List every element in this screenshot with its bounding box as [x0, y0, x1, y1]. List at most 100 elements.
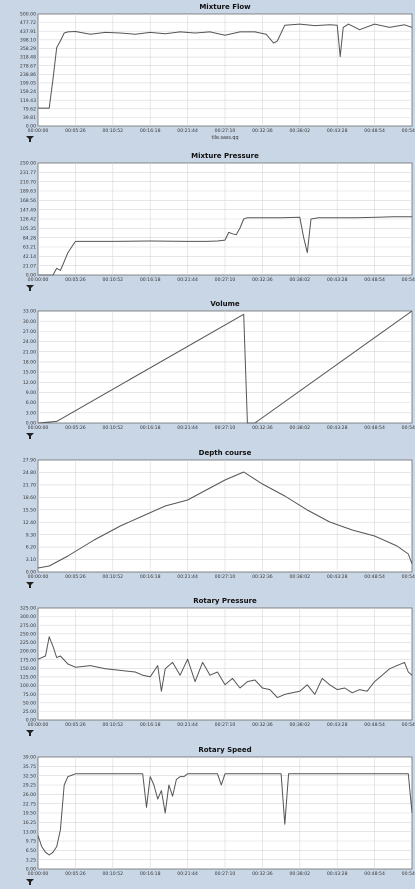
x-tick-label: 00:43:28 [327, 425, 348, 431]
y-tick-label: 199.05 [20, 81, 36, 87]
filter-icon [26, 433, 34, 439]
y-tick-label: 32.50 [23, 773, 36, 779]
x-tick-label: 00:54:20 [402, 574, 415, 580]
y-tick-label: 175.00 [20, 657, 36, 663]
chart-title: Depth course [199, 449, 252, 457]
x-tick-label: 00:16:18 [140, 425, 161, 431]
y-tick-label: 125.00 [20, 675, 36, 681]
y-tick-label: 189.63 [20, 188, 36, 194]
chart-panel: Mixture Flow 0.00 39.81 79.62 119.43 159.24 19… [0, 0, 415, 146]
chart-svg: Mixture Flow 0.00 39.81 79.62 119.43 159.24 19… [20, 3, 415, 142]
y-tick-label: 18.60 [23, 494, 36, 500]
y-tick-label: 15.00 [23, 370, 36, 376]
y-tick-label: 79.62 [23, 106, 36, 112]
y-tick-label: 0.00 [26, 124, 36, 130]
y-tick-label: 147.49 [20, 207, 36, 213]
y-tick-label: 24.80 [23, 470, 36, 476]
x-tick-label: 00:27:10 [215, 277, 236, 283]
y-tick-label: 437.91 [20, 29, 36, 35]
x-tick-label: 00:43:28 [327, 722, 348, 728]
x-tick-label: 00:38:02 [289, 722, 310, 728]
x-tick-label: 00:05:26 [65, 128, 86, 134]
chart-svg: Depth course 0.00 3.10 6.20 9.30 12.40 15.50 18… [23, 449, 415, 588]
y-tick-label: 35.75 [23, 763, 36, 769]
x-tick-label: 00:38:02 [289, 871, 310, 877]
x-tick-label: 00:21:44 [177, 277, 198, 283]
x-tick-label: 00:43:28 [327, 128, 348, 134]
y-tick-label: 63.21 [23, 244, 36, 250]
x-tick-label: 00:32:36 [252, 871, 273, 877]
chart-title: Rotary Pressure [193, 597, 257, 605]
y-tick-label: 398.10 [20, 37, 36, 43]
x-tick-label: 00:00:00 [28, 574, 49, 580]
x-tick-label: 00:32:36 [252, 128, 273, 134]
chart-svg: Volume 0.00 3.00 6.00 9.00 12.00 15.00 18.00 21.… [23, 300, 415, 439]
x-tick-label: 00:00:00 [28, 871, 49, 877]
x-tick-label: 00:00:00 [28, 277, 49, 283]
x-tick-label: 00:27:10 [215, 722, 236, 728]
y-tick-label: 84.28 [23, 235, 36, 241]
x-tick-label: 00:10:52 [102, 277, 123, 283]
y-tick-label: 12.40 [23, 519, 36, 525]
x-tick-label: 00:48:54 [364, 722, 385, 728]
y-tick-label: 50.00 [23, 700, 36, 706]
y-tick-label: 0.00 [26, 272, 36, 278]
y-tick-label: 9.75 [26, 838, 36, 844]
x-tick-label: 00:10:52 [102, 871, 123, 877]
x-tick-label: 00:48:54 [364, 425, 385, 431]
y-tick-label: 3.00 [26, 410, 36, 416]
y-tick-label: 26.00 [23, 791, 36, 797]
y-tick-label: 210.70 [20, 179, 36, 185]
y-tick-label: 21.00 [23, 349, 36, 355]
x-tick-label: 00:38:02 [289, 277, 310, 283]
y-tick-label: 30.00 [23, 319, 36, 325]
chart-title: Rotary Speed [198, 746, 251, 754]
chart-panel: Volume 0.00 3.00 6.00 9.00 12.00 15.00 18.00 21.… [0, 297, 415, 443]
y-tick-label: 19.50 [23, 810, 36, 816]
y-tick-label: 150.00 [20, 666, 36, 672]
y-tick-label: 27.90 [23, 457, 36, 463]
x-tick-label: 00:48:54 [364, 277, 385, 283]
x-tick-label: 00:32:36 [252, 425, 273, 431]
x-tick-label: 00:54:20 [402, 128, 415, 134]
y-tick-label: 33.00 [23, 309, 36, 315]
y-tick-label: 500.00 [20, 12, 36, 18]
x-tick-label: 00:54:20 [402, 722, 415, 728]
x-tick-label: 00:38:02 [289, 128, 310, 134]
y-tick-label: 29.25 [23, 782, 36, 788]
x-tick-label: 00:27:10 [215, 128, 236, 134]
x-tick-label: 00:05:26 [65, 871, 86, 877]
y-tick-label: 6.20 [26, 544, 36, 550]
x-tick-label: 00:43:28 [327, 574, 348, 580]
y-tick-label: 325.00 [20, 606, 36, 612]
y-tick-label: 3.10 [26, 557, 36, 563]
y-tick-label: 18.00 [23, 360, 36, 366]
y-tick-label: 275.00 [20, 623, 36, 629]
chart-svg: Rotary Pressure 0.00 25.00 50.00 75.00 100.00… [20, 597, 415, 736]
filter-icon [26, 581, 34, 588]
filter-icon [26, 136, 34, 142]
filter-icon [26, 730, 34, 736]
x-tick-label: 00:48:54 [364, 574, 385, 580]
x-tick-label: 00:16:18 [140, 277, 161, 283]
y-tick-label: 119.43 [20, 98, 36, 104]
x-tick-label: 00:21:44 [177, 722, 198, 728]
y-tick-label: 100.00 [20, 683, 36, 689]
data-series-line [38, 215, 412, 275]
y-tick-label: 477.72 [20, 20, 36, 26]
x-tick-label: 00:16:18 [140, 871, 161, 877]
x-axis-label: tile.sass.qq [211, 135, 238, 141]
x-tick-label: 00:43:28 [327, 277, 348, 283]
x-tick-label: 00:38:02 [289, 425, 310, 431]
y-tick-label: 126.42 [20, 216, 36, 222]
y-tick-label: 250.00 [20, 631, 36, 637]
chart-title: Mixture Pressure [191, 152, 259, 160]
y-tick-label: 15.50 [23, 507, 36, 513]
x-tick-label: 00:05:26 [65, 277, 86, 283]
x-tick-label: 00:00:00 [28, 128, 49, 134]
x-tick-label: 00:05:26 [65, 574, 86, 580]
x-tick-label: 00:00:00 [28, 722, 49, 728]
y-tick-label: 9.30 [26, 532, 36, 538]
y-tick-label: 300.00 [20, 614, 36, 620]
filter-icon [26, 878, 34, 885]
